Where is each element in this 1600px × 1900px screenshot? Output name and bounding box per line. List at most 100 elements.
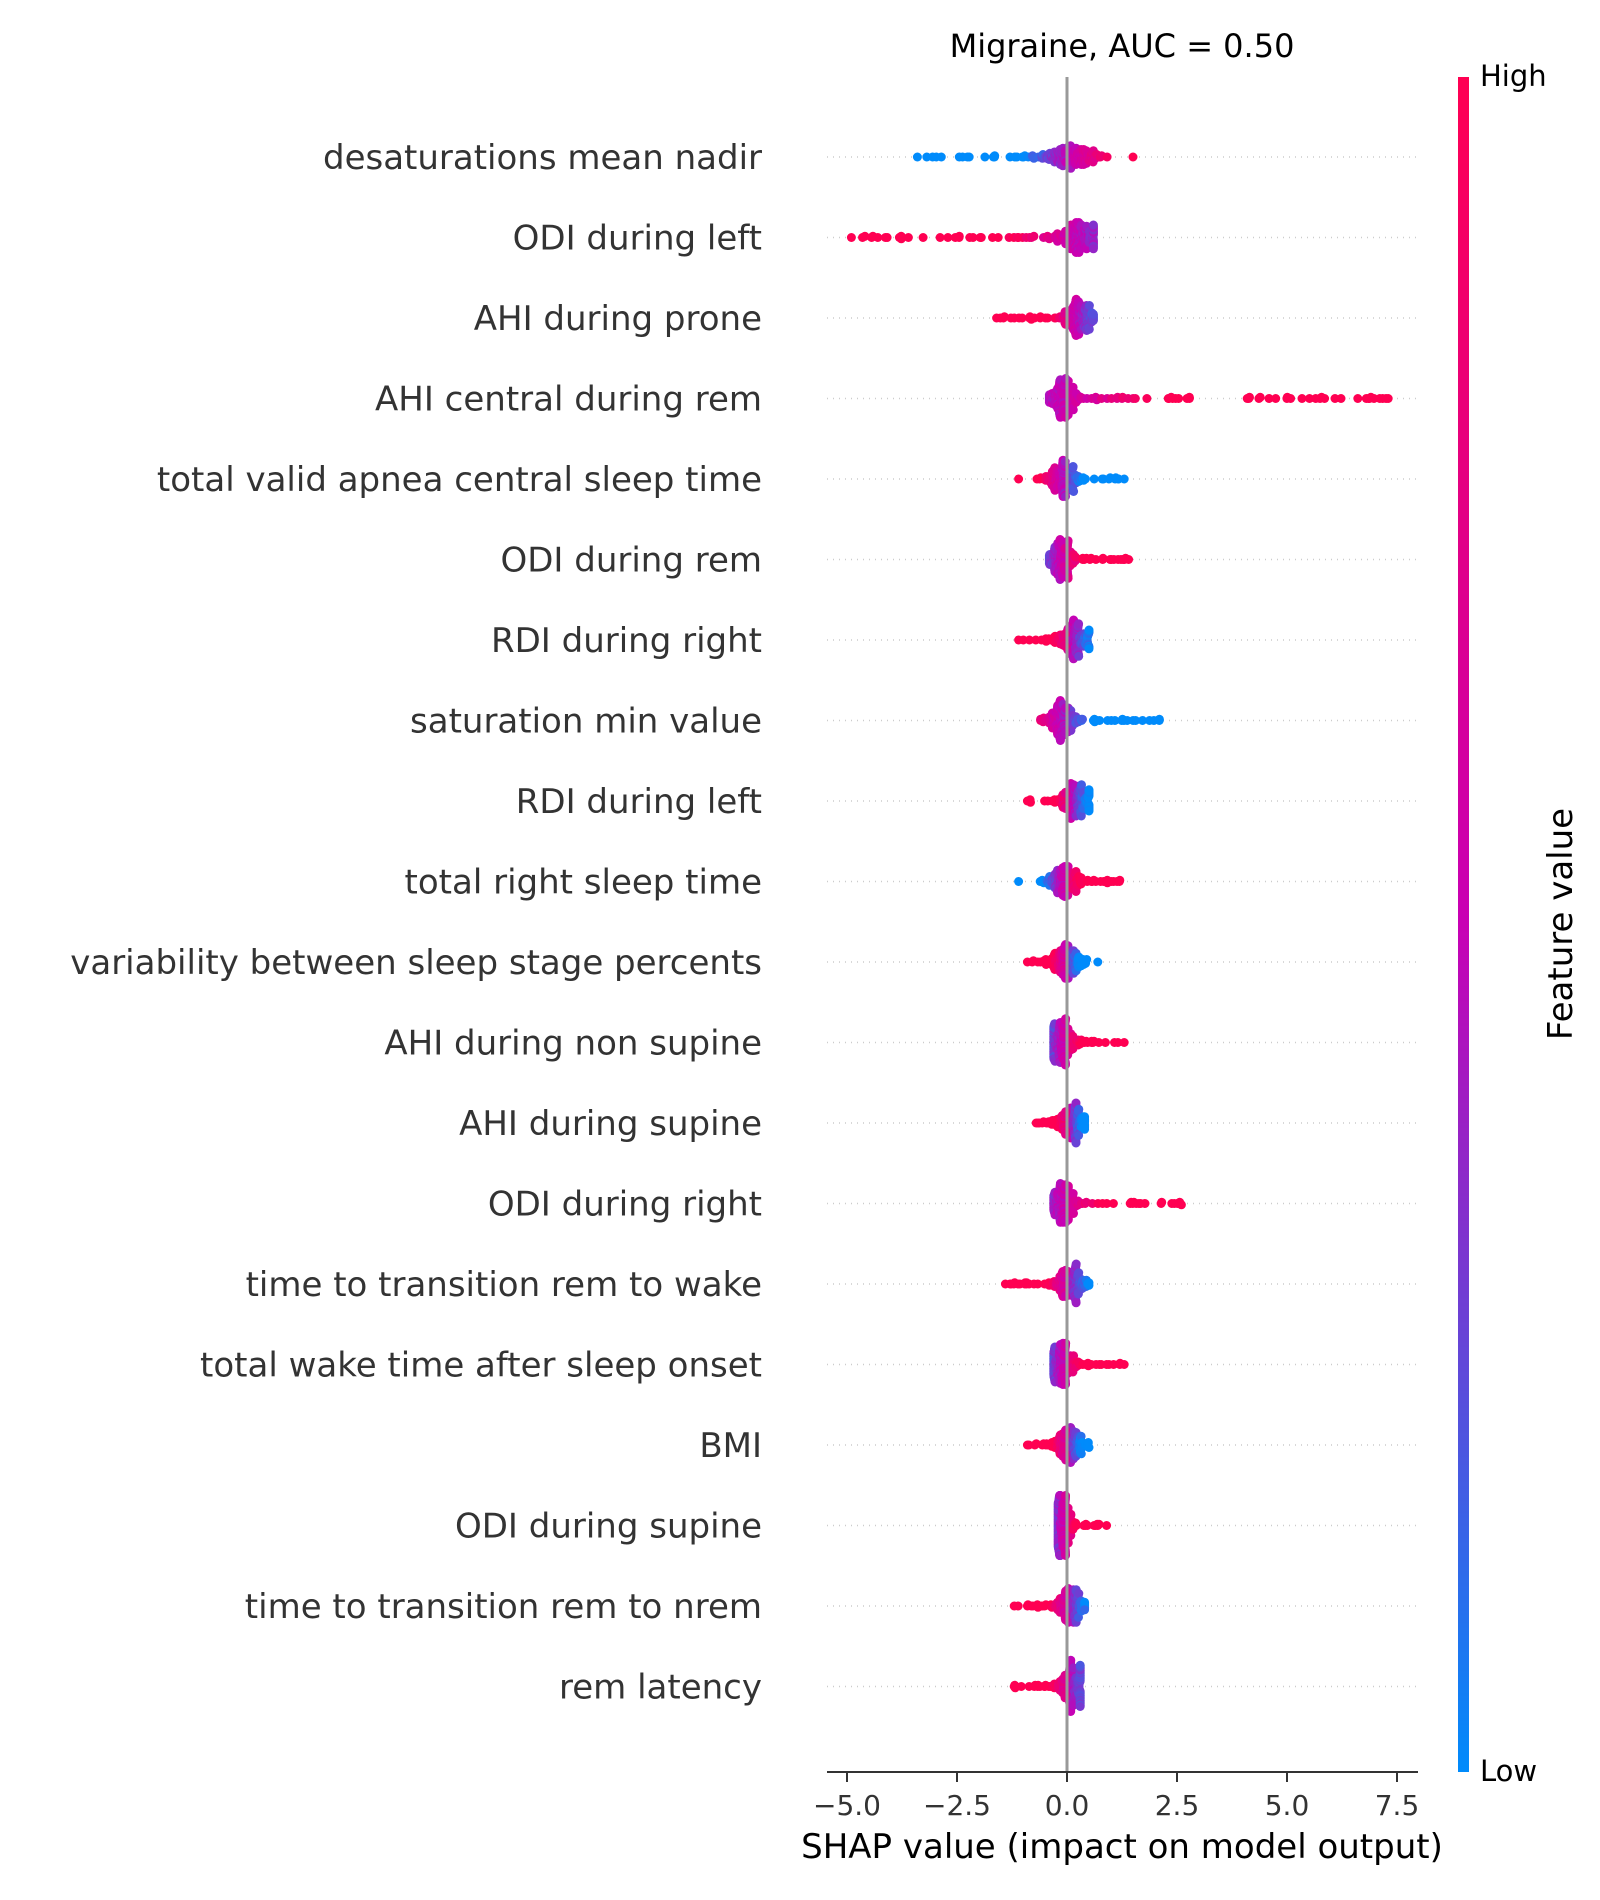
feature-label: rem latency <box>559 1668 762 1708</box>
feature-label: saturation min value <box>410 702 762 742</box>
feature-points <box>1049 1338 1129 1389</box>
shap-point <box>1297 394 1307 403</box>
shap-point <box>1119 1038 1129 1047</box>
shap-point <box>1264 394 1274 403</box>
feature-points <box>1014 615 1094 664</box>
x-tick-label: 7.5 <box>1375 1789 1420 1822</box>
shap-point <box>1080 1124 1090 1134</box>
shap-point <box>1336 394 1346 403</box>
shap-point <box>918 233 928 242</box>
shap-point <box>1080 474 1090 484</box>
shap-point <box>1068 462 1078 471</box>
shap-point <box>1131 716 1141 725</box>
shap-point <box>1176 1200 1186 1210</box>
data-points <box>846 141 1393 1716</box>
shap-point <box>1305 394 1314 403</box>
shap-point <box>1084 1443 1094 1452</box>
shap-point <box>1084 806 1094 816</box>
x-ticks: −5.0 −2.5 0.0 2.5 5.0 7.5 <box>813 1772 1419 1822</box>
feature-label: BMI <box>699 1426 762 1466</box>
shap-point <box>1102 1521 1112 1530</box>
shap-point <box>1157 1197 1167 1207</box>
feature-labels: desaturations mean nadir ODI during left A… <box>70 138 762 1708</box>
x-tick-label: −2.5 <box>923 1789 991 1822</box>
feature-points <box>1053 1491 1112 1560</box>
shap-point <box>1029 231 1039 241</box>
shap-point <box>1043 313 1053 323</box>
shap-point <box>1026 797 1035 807</box>
shap-point <box>846 233 856 242</box>
feature-points <box>1044 374 1393 422</box>
feature-points <box>1022 940 1103 983</box>
shap-point <box>1093 957 1103 967</box>
shap-point <box>882 233 892 242</box>
shap-point <box>1088 316 1098 325</box>
shap-point <box>1075 1660 1085 1670</box>
shap-point <box>1100 1038 1110 1047</box>
shap-point <box>1074 651 1084 661</box>
shap-point <box>1094 1038 1104 1047</box>
shap-point <box>1119 474 1129 484</box>
feature-points <box>912 141 1138 173</box>
feature-label: AHI during prone <box>474 299 762 339</box>
colorbar-high-label: High <box>1480 59 1547 93</box>
shap-point <box>1060 1060 1070 1070</box>
shap-point <box>1142 394 1152 403</box>
shap-point <box>1068 1189 1078 1198</box>
shap-point <box>1184 392 1194 402</box>
shap-point <box>1088 220 1098 230</box>
shap-point <box>1353 394 1363 403</box>
shap-point <box>1094 1519 1104 1529</box>
shap-point <box>1138 716 1147 725</box>
shap-point <box>964 152 974 162</box>
shap-point <box>1098 553 1108 563</box>
shap-point <box>1084 785 1094 795</box>
colorbar-gradient <box>1458 77 1469 1772</box>
shap-point <box>1271 394 1281 403</box>
shap-point <box>1075 1702 1085 1711</box>
shap-point <box>1069 1209 1078 1218</box>
shap-point <box>1084 324 1094 334</box>
shap-point <box>1078 714 1087 724</box>
shap-point <box>1383 394 1393 403</box>
feature-label: total valid apnea central sleep time <box>157 460 762 500</box>
shap-point <box>903 233 913 242</box>
shap-point <box>1013 1601 1023 1611</box>
feature-points <box>1022 1423 1094 1467</box>
shap-point <box>1245 392 1254 402</box>
shap-point <box>1017 313 1027 323</box>
shap-point <box>1154 714 1164 724</box>
x-tick-label: −5.0 <box>813 1789 881 1822</box>
shap-point <box>936 152 946 162</box>
shap-point <box>912 152 922 162</box>
shap-point <box>1016 1682 1026 1691</box>
shap-point <box>1115 875 1125 885</box>
shap-point <box>943 233 953 242</box>
shap-point <box>1074 1131 1084 1140</box>
colorbar-low-label: Low <box>1480 1754 1537 1788</box>
shap-point <box>1095 716 1105 725</box>
colorbar-title: Feature value <box>1541 808 1581 1040</box>
x-tick-label: 5.0 <box>1265 1789 1310 1822</box>
shap-point <box>1084 644 1094 654</box>
x-tick-label: 0.0 <box>1045 1789 1090 1822</box>
feature-label: variability between sleep stage percents <box>70 943 762 983</box>
shap-point <box>935 233 945 242</box>
shap-point <box>1071 552 1080 562</box>
shap-point <box>1071 1298 1081 1308</box>
feature-label: AHI during non supine <box>384 1024 762 1064</box>
shap-point <box>1024 635 1034 645</box>
shap-point <box>1084 625 1094 635</box>
shap-point <box>1130 394 1140 403</box>
feature-points <box>1009 1655 1085 1716</box>
shap-point <box>1071 1259 1081 1269</box>
shap-point <box>1128 152 1138 162</box>
feature-label: RDI during right <box>491 621 762 661</box>
shap-point <box>1084 301 1094 310</box>
shap-point <box>1113 1038 1123 1047</box>
feature-label: AHI during supine <box>459 1104 762 1144</box>
shap-point <box>1071 1138 1081 1148</box>
shap-point <box>1082 955 1092 964</box>
feature-label: ODI during rem <box>500 541 762 581</box>
